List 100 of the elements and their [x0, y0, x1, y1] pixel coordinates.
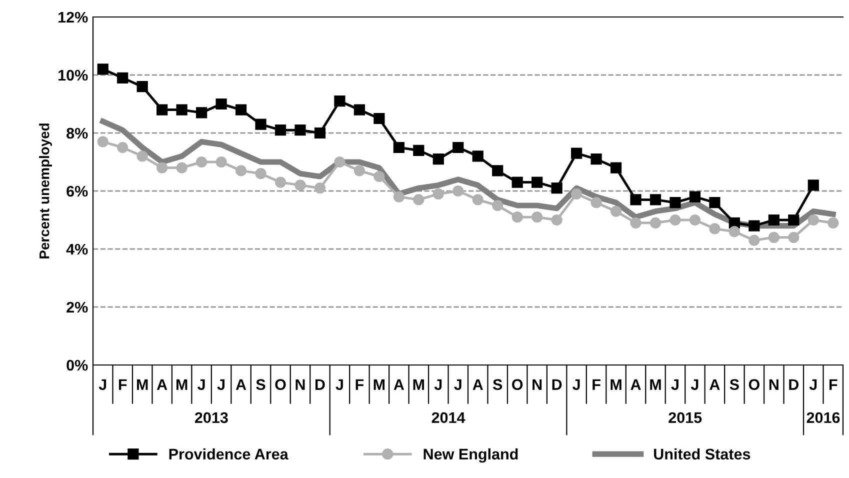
point: [570, 148, 582, 159]
point: [294, 180, 306, 191]
x-tick-label: N: [532, 379, 542, 390]
point: [650, 194, 662, 206]
legend-label: United States: [654, 448, 750, 460]
point: [235, 104, 247, 116]
point: [788, 232, 800, 243]
y-axis-title: Percent unemployed: [39, 124, 52, 258]
point: [354, 104, 366, 116]
x-tick-label: M: [374, 379, 385, 390]
legend-label: New England: [424, 448, 518, 463]
point: [374, 170, 385, 182]
text: 2016: [806, 412, 840, 424]
y-tick-label: 4%: [66, 244, 88, 255]
point: [354, 165, 366, 176]
x-tick-label: J: [336, 379, 343, 390]
point: [432, 154, 444, 165]
point: [216, 98, 227, 110]
point: [452, 142, 464, 154]
point: [768, 232, 780, 243]
point: [216, 156, 227, 168]
x-tick-label: O: [748, 379, 760, 390]
point: [374, 112, 385, 124]
point: [97, 64, 108, 75]
point: [452, 185, 464, 197]
point: [689, 191, 701, 202]
point: [670, 197, 681, 208]
x-tick-label: O: [275, 379, 286, 390]
point: [768, 214, 780, 226]
point: [748, 234, 760, 246]
point: [97, 136, 108, 148]
point: [255, 168, 266, 180]
point: [512, 176, 523, 188]
point: [393, 142, 404, 154]
x-tick-label: F: [118, 379, 127, 390]
point: [610, 162, 622, 174]
point: [117, 72, 128, 84]
point: [808, 214, 819, 226]
point: [709, 197, 720, 208]
point: [492, 200, 504, 212]
point: [334, 96, 346, 107]
x-tick-label: A: [236, 379, 246, 390]
y-tick-label: 10%: [58, 70, 88, 81]
point: [413, 144, 424, 156]
point: [393, 191, 404, 202]
point: [630, 217, 642, 228]
point: [196, 107, 208, 118]
x-tick-label: M: [137, 379, 148, 390]
x-tick-label: J: [198, 379, 205, 390]
point: [709, 223, 720, 234]
x-tick-label: J: [690, 379, 698, 390]
x-tick-label: D: [552, 379, 562, 390]
point: [314, 127, 326, 139]
x-tick-label: M: [176, 379, 188, 390]
point: [590, 197, 602, 208]
point: [472, 150, 484, 162]
point: [492, 165, 504, 176]
y-tick-label: 8%: [66, 128, 88, 139]
text: 2014: [432, 412, 466, 424]
x-tick-label: A: [156, 379, 168, 390]
x-tick-label: F: [592, 379, 600, 390]
point: [235, 165, 247, 176]
point: [630, 194, 642, 206]
point: [136, 81, 148, 92]
text: 2013: [194, 412, 228, 424]
x-tick-label: A: [394, 379, 404, 390]
point: [570, 188, 582, 200]
x-tick-label: F: [829, 379, 838, 390]
x-tick-label: S: [256, 379, 266, 390]
point: [689, 214, 701, 226]
point: [532, 212, 543, 223]
point: [532, 176, 543, 188]
point: [117, 142, 128, 154]
point: [274, 124, 286, 136]
point: [136, 150, 148, 162]
x-tick-label: D: [789, 379, 799, 390]
x-tick-label: M: [650, 379, 661, 390]
point: [176, 162, 188, 174]
x-tick-label: N: [769, 379, 778, 390]
x-tick-label: J: [434, 379, 442, 390]
x-tick-label: F: [356, 379, 364, 390]
point: [314, 182, 326, 194]
point: [294, 124, 306, 136]
point: [432, 188, 444, 200]
point: [156, 104, 168, 116]
point: [551, 182, 562, 194]
point: [670, 214, 681, 226]
point: [512, 212, 523, 223]
point: [472, 194, 484, 206]
y-tick-label: 2%: [66, 302, 88, 313]
point: [274, 176, 286, 188]
x-tick-label: J: [671, 379, 678, 390]
x-tick-label: N: [296, 379, 305, 390]
x-tick-label: J: [454, 379, 462, 390]
x-tick-label: M: [610, 379, 622, 390]
x-tick-label: S: [730, 379, 739, 390]
point: [650, 217, 662, 228]
point: [828, 217, 839, 228]
point: [334, 156, 346, 168]
point: [255, 118, 266, 130]
